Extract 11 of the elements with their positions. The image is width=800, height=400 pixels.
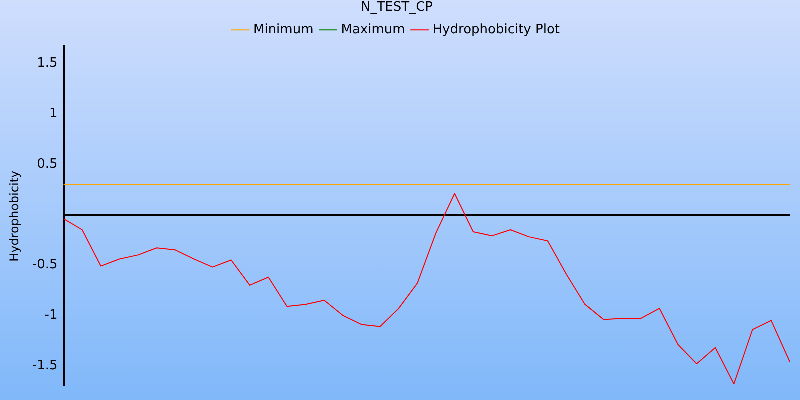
y-tick-label: -1 (44, 308, 58, 324)
chart-title: N_TEST_CP (361, 0, 434, 16)
y-axis-title: Hydrophobicity (7, 170, 22, 262)
y-tick-label: -1.5 (32, 358, 58, 374)
legend-label: Hydrophobicity Plot (432, 22, 560, 38)
y-tick-label: 0.5 (37, 156, 58, 172)
y-tick-label: 1 (49, 106, 58, 122)
y-tick-label: -0.5 (32, 258, 58, 273)
legend-label: Minimum (253, 22, 314, 38)
y-tick-label: 1.5 (37, 56, 58, 72)
legend-label: Maximum (341, 22, 406, 38)
